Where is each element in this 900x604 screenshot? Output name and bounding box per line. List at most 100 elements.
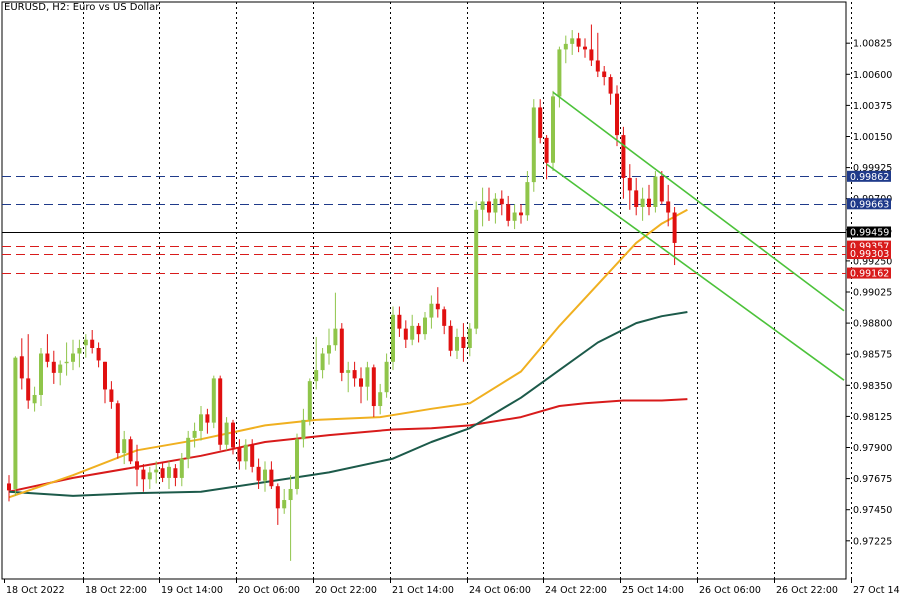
candle-bullish	[263, 469, 267, 481]
x-tick-label: 24 Oct 06:00	[469, 585, 531, 596]
candle-bullish	[480, 201, 485, 210]
candle-bullish	[83, 339, 88, 346]
channel-trendline	[546, 163, 845, 381]
candle-bullish	[333, 328, 338, 346]
candle-bearish	[506, 204, 511, 221]
x-tick-label: 25 Oct 14:00	[622, 585, 684, 596]
candle-bearish	[352, 370, 357, 379]
candle-bullish	[640, 198, 645, 207]
candle-bullish	[557, 49, 562, 97]
moving-average-slow	[8, 398, 688, 493]
candle-bearish	[231, 422, 235, 448]
candle-bearish	[218, 378, 223, 445]
candle-bullish	[295, 439, 299, 489]
candle-bearish	[602, 71, 607, 78]
candle-bearish	[275, 486, 280, 509]
candle-bullish	[429, 303, 434, 318]
plot-frame	[1, 1, 847, 580]
candle-bullish	[211, 378, 216, 423]
y-tick-label: 0.97675	[853, 474, 892, 485]
y-tick-label: 0.98125	[853, 412, 892, 423]
candle-bullish	[77, 347, 82, 354]
candle-bearish	[7, 483, 11, 491]
price-label: 0.99862	[850, 172, 889, 183]
candle-bullish	[224, 422, 229, 445]
candle-bearish	[173, 468, 178, 478]
price-label: 0.99663	[850, 199, 889, 210]
candle-bearish	[397, 314, 402, 329]
candle-bearish	[442, 309, 447, 326]
candle-bearish	[538, 107, 543, 138]
candle-bullish	[13, 357, 18, 489]
candle-bullish	[653, 176, 658, 207]
candle-bearish	[90, 339, 95, 348]
x-tick-label: 20 Oct 22:00	[315, 585, 377, 596]
y-tick-label: 0.97450	[853, 505, 892, 516]
candle-bullish	[186, 437, 191, 459]
candle-bullish	[410, 325, 415, 340]
candle-bullish	[384, 361, 389, 393]
moving-average-fast	[8, 208, 688, 499]
candle-bearish	[96, 347, 101, 361]
candle-bearish	[339, 328, 344, 373]
candle-bearish	[19, 356, 24, 379]
candle-bearish	[250, 444, 255, 467]
x-tick-label: 26 Oct 22:00	[776, 585, 838, 596]
y-tick-label: 1.00825	[853, 39, 892, 50]
candle-bearish	[634, 190, 639, 207]
y-tick-label: 0.99025	[853, 288, 892, 299]
candle-bullish	[563, 43, 568, 50]
y-tick-label: 0.98575	[853, 350, 892, 361]
candle-bearish	[135, 461, 139, 470]
candle-bullish	[71, 353, 75, 362]
candle-bearish	[403, 328, 408, 340]
x-tick-label: 18 Oct 22:00	[85, 585, 147, 596]
x-tick-label: 18 Oct 2022	[6, 585, 65, 596]
candle-bearish	[205, 414, 210, 423]
candle-bullish	[378, 392, 383, 407]
candle-bearish	[160, 468, 165, 478]
price-label: 0.99162	[850, 269, 889, 280]
y-tick-label: 1.00375	[853, 101, 892, 112]
candle-bullish	[199, 414, 203, 431]
y-tick-label: 0.98800	[853, 319, 892, 330]
candle-bearish	[621, 135, 626, 178]
candle-bearish	[128, 439, 133, 462]
y-tick-label: 0.99925	[853, 163, 892, 174]
price-label-box	[847, 267, 891, 279]
candle-bullish	[282, 500, 287, 509]
price-label-box	[847, 240, 891, 252]
candle-bullish	[314, 370, 319, 382]
candle-bearish	[269, 469, 274, 487]
candle-bullish	[243, 444, 248, 462]
candle-bullish	[525, 182, 530, 216]
candle-bearish	[141, 469, 146, 480]
candle-bearish	[256, 466, 261, 481]
candle-bearish	[647, 198, 651, 207]
channel-trendline	[552, 91, 845, 312]
candle-bearish	[359, 378, 363, 387]
price-label-box	[847, 248, 891, 260]
candle-bullish	[122, 439, 127, 454]
candle-bullish	[301, 419, 306, 440]
candle-bullish	[365, 367, 370, 387]
candle-bearish	[487, 201, 491, 213]
x-tick-label: 19 Oct 14:00	[161, 585, 223, 596]
candle-bullish	[154, 469, 159, 473]
candle-bearish	[544, 137, 549, 163]
candle-bullish	[474, 209, 479, 329]
candle-bearish	[589, 49, 594, 61]
candle-bearish	[519, 212, 523, 216]
candle-bullish	[327, 345, 331, 354]
candle-bearish	[672, 212, 677, 243]
x-tick-label: 27 Oct 14:00	[853, 585, 900, 596]
candle-bearish	[659, 176, 664, 202]
candle-bullish	[391, 314, 395, 362]
candle-bullish	[147, 472, 152, 480]
candle-bearish	[499, 198, 504, 205]
candle-bullish	[467, 328, 472, 348]
candle-bearish	[416, 325, 421, 335]
candle-bearish	[45, 353, 50, 362]
